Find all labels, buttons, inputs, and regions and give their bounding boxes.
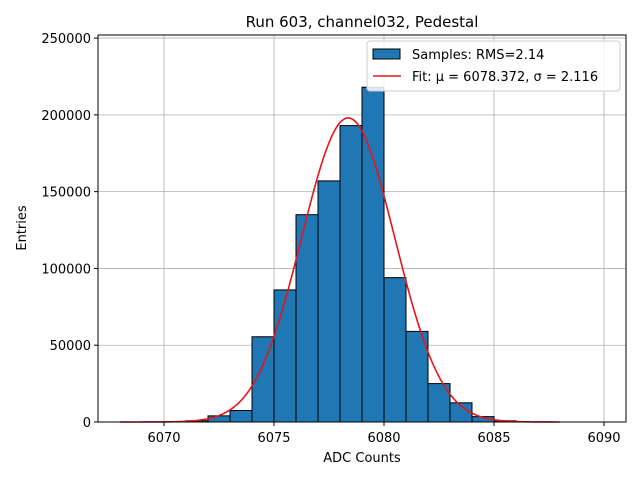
x-axis-ticks: 6070 6075 6080 6085 6090 xyxy=(147,422,621,446)
y-tick-label: 200000 xyxy=(41,109,91,124)
x-tick-label: 6075 xyxy=(257,431,290,446)
x-tick-label: 6090 xyxy=(587,431,620,446)
histogram-bar xyxy=(339,125,363,423)
y-tick-label: 250000 xyxy=(41,32,91,47)
y-tick-label: 150000 xyxy=(41,186,91,201)
x-axis-title: ADC Counts xyxy=(323,451,401,466)
histogram-bars xyxy=(185,86,517,423)
histogram-bar xyxy=(317,180,341,423)
y-axis-ticks: 0 50000 100000 150000 200000 250000 xyxy=(41,32,98,431)
histogram-bar xyxy=(229,409,253,423)
chart-title: Run 603, channel032, Pedestal xyxy=(246,13,479,31)
histogram-bar xyxy=(383,277,407,423)
legend-label-fit: Fit: μ = 6078.372, σ = 2.116 xyxy=(412,70,598,85)
x-tick-label: 6085 xyxy=(477,431,510,446)
y-tick-label: 100000 xyxy=(41,262,91,277)
y-tick-label: 50000 xyxy=(50,339,91,354)
y-tick-label: 0 xyxy=(83,416,91,431)
fit-curve xyxy=(120,117,560,423)
legend-swatch-samples xyxy=(372,48,401,60)
histogram-bar xyxy=(207,415,231,423)
x-tick-label: 6080 xyxy=(367,431,400,446)
histogram-bar xyxy=(273,289,297,423)
legend-label-samples: Samples: RMS=2.14 xyxy=(412,48,544,63)
legend-box xyxy=(366,40,621,92)
legend: Samples: RMS=2.14 Fit: μ = 6078.372, σ =… xyxy=(366,40,621,92)
x-tick-label: 6070 xyxy=(147,431,180,446)
y-axis-title: Entries xyxy=(15,205,30,251)
plot-frame xyxy=(97,34,627,423)
